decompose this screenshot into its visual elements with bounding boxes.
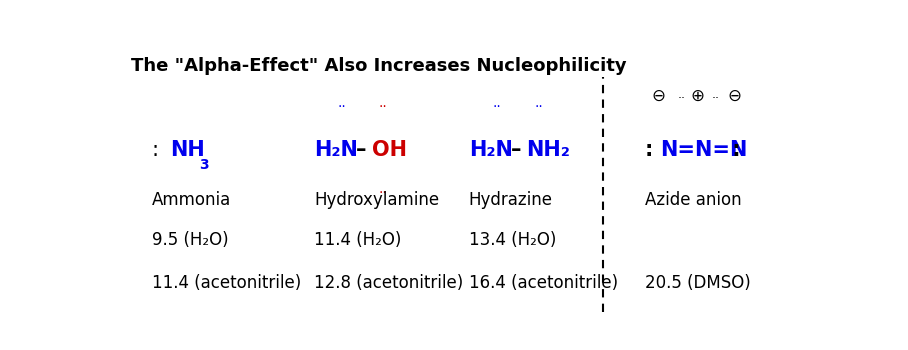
Text: ··: ·· (379, 186, 388, 200)
Text: 13.4 (H₂O): 13.4 (H₂O) (469, 231, 557, 249)
Text: Hydroxylamine: Hydroxylamine (314, 191, 439, 209)
Text: 11.4 (H₂O): 11.4 (H₂O) (314, 231, 401, 249)
Text: :: : (725, 140, 741, 160)
Text: ··: ·· (493, 100, 501, 114)
Text: OH: OH (371, 140, 407, 160)
Text: ··: ·· (678, 92, 686, 105)
Text: ··: ·· (711, 92, 719, 105)
Text: ··: ·· (338, 100, 347, 114)
Text: N=N=N: N=N=N (660, 140, 747, 160)
Text: Azide anion: Azide anion (645, 191, 742, 209)
Text: 3: 3 (199, 158, 208, 172)
Text: ⊕: ⊕ (691, 87, 705, 105)
Text: ⊖: ⊖ (728, 87, 742, 105)
Text: ⊖: ⊖ (652, 87, 666, 105)
Text: Ammonia: Ammonia (153, 191, 232, 209)
Text: Hydrazine: Hydrazine (469, 191, 553, 209)
Text: H₂N: H₂N (469, 140, 513, 160)
Text: H₂N: H₂N (314, 140, 358, 160)
Text: NH: NH (171, 140, 205, 160)
Text: 16.4 (acetonitrile): 16.4 (acetonitrile) (469, 274, 618, 292)
Text: –: – (511, 140, 521, 160)
Text: 9.5 (H₂O): 9.5 (H₂O) (153, 231, 229, 249)
Text: ··: ·· (379, 100, 388, 114)
Text: ··: ·· (535, 100, 544, 114)
Text: The "Alpha-Effect" Also Increases Nucleophilicity: The "Alpha-Effect" Also Increases Nucleo… (131, 57, 627, 75)
Text: 20.5 (DMSO): 20.5 (DMSO) (645, 274, 751, 292)
Text: 11.4 (acetonitrile): 11.4 (acetonitrile) (153, 274, 301, 292)
Text: NH₂: NH₂ (527, 140, 570, 160)
Text: –: – (356, 140, 367, 160)
Text: :: : (153, 140, 166, 160)
Text: :: : (645, 140, 660, 160)
Text: 12.8 (acetonitrile): 12.8 (acetonitrile) (314, 274, 463, 292)
